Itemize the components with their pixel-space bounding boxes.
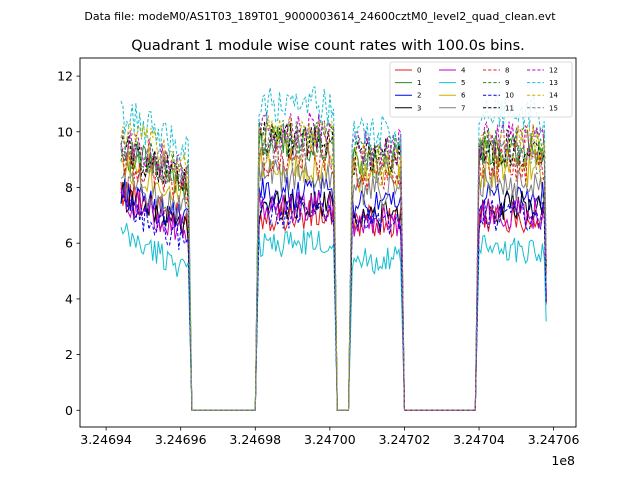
series-line-4 <box>120 186 547 411</box>
x-tick-label: 3.24696 <box>155 432 207 447</box>
plot-content <box>120 86 547 411</box>
x-tick-label: 3.24702 <box>379 432 431 447</box>
legend-label-8: 8 <box>505 67 509 75</box>
series-line-9 <box>120 118 547 411</box>
legend-label-3: 3 <box>417 104 421 112</box>
chart-title: Quadrant 1 module wise count rates with … <box>131 38 525 54</box>
legend-label-7: 7 <box>461 104 465 112</box>
legend-label-6: 6 <box>461 92 466 100</box>
y-tick-label: 12 <box>57 69 73 84</box>
x-tick-label: 3.24706 <box>528 432 580 447</box>
series-line-14 <box>120 115 547 411</box>
x-axis: 3.24694 3.24696 3.24698 3.24700 3.24702 3.247… <box>80 427 580 447</box>
legend-label-15: 15 <box>549 104 558 112</box>
plot-frame <box>79 57 577 428</box>
series-line-13 <box>120 86 547 411</box>
y-axis: 0 2 4 6 8 10 12 <box>57 69 80 418</box>
legend-label-1: 1 <box>417 79 421 87</box>
legend-label-4: 4 <box>461 67 466 75</box>
series-line-11 <box>120 121 547 411</box>
x-tick-label: 3.24700 <box>304 432 356 447</box>
y-tick-label: 2 <box>65 347 73 362</box>
y-tick-label: 6 <box>65 236 73 251</box>
y-tick-label: 8 <box>65 180 73 195</box>
legend-label-10: 10 <box>505 92 514 100</box>
y-tick-label: 10 <box>57 124 73 139</box>
legend-label-11: 11 <box>505 104 514 112</box>
legend-label-2: 2 <box>417 92 421 100</box>
legend-box <box>389 61 573 118</box>
x-offset-label: 1e8 <box>551 453 575 468</box>
series-line-3 <box>120 181 547 411</box>
series-line-10 <box>120 194 547 411</box>
x-tick-label: 3.24698 <box>229 432 281 447</box>
legend-label-12: 12 <box>549 67 558 75</box>
x-tick-label: 3.24704 <box>453 432 505 447</box>
series-line-5 <box>120 223 547 411</box>
x-tick-label: 3.24694 <box>80 432 132 447</box>
chart-suptitle: Data file: modeM0/AS1T03_189T01_90000036… <box>84 10 556 23</box>
series-line-15 <box>120 128 547 411</box>
y-tick-label: 0 <box>65 403 73 418</box>
legend-label-14: 14 <box>549 92 558 100</box>
legend-label-0: 0 <box>417 67 421 75</box>
legend-label-9: 9 <box>505 79 509 87</box>
legend-label-5: 5 <box>461 79 465 87</box>
y-tick-label: 4 <box>65 291 73 306</box>
legend-label-13: 13 <box>549 79 558 87</box>
series-line-7 <box>120 158 547 411</box>
